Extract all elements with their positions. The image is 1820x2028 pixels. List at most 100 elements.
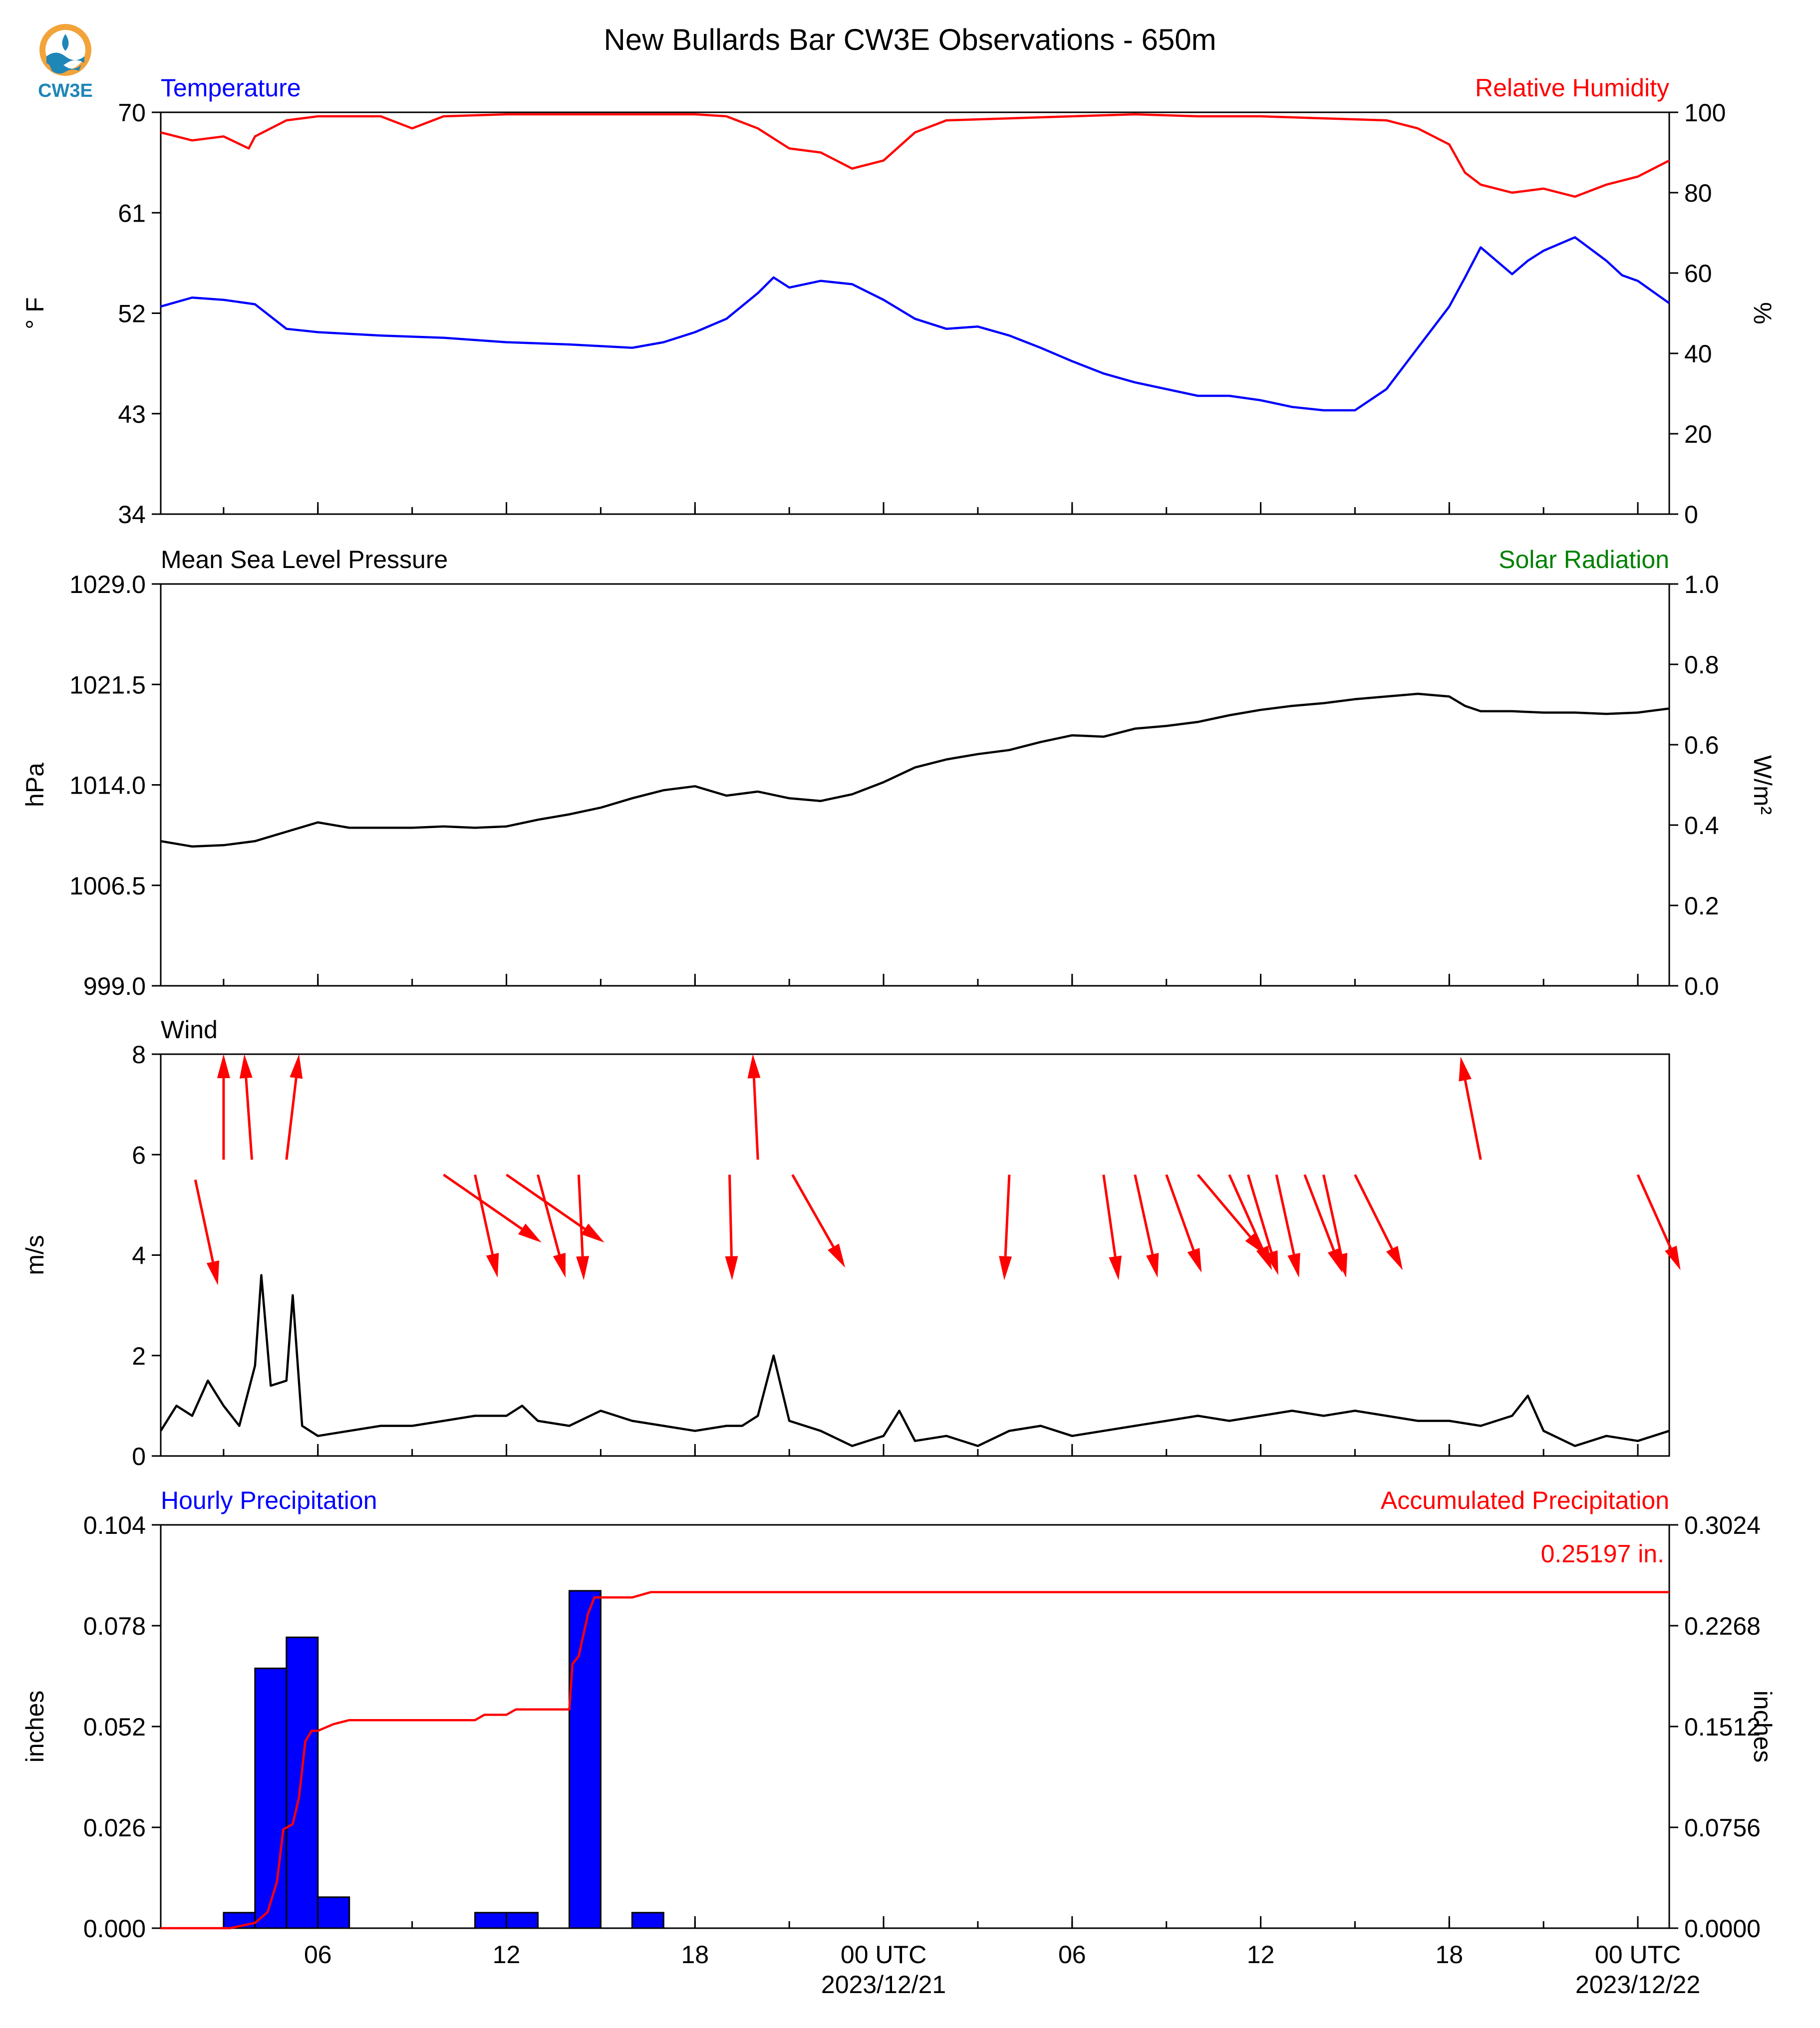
wind-arrow-head <box>1386 1245 1403 1270</box>
wind-arrow-shaft <box>1354 1174 1393 1249</box>
series-line-wind <box>160 1274 1670 1448</box>
wind-arrow-head <box>747 1054 761 1079</box>
wind-arrow-shaft <box>1636 1174 1672 1249</box>
wind-arrow-head <box>290 1054 303 1079</box>
y-tick-label-left: 0.104 <box>83 1511 146 1539</box>
wind-arrow-0 <box>194 1179 220 1285</box>
wind-arrow-9 <box>725 1174 738 1280</box>
wind-arrow-shaft <box>1246 1174 1273 1253</box>
wind-arrow-16 <box>1197 1173 1266 1255</box>
hourly-precip-bar-1 <box>254 1667 288 1929</box>
x-tick-label: 18 <box>1435 1941 1463 1969</box>
y-tick-label-left: 43 <box>118 400 146 428</box>
panel-frame-precip <box>160 1524 1670 1929</box>
wind-arrow-1 <box>217 1054 230 1160</box>
wind-arrow-3 <box>285 1054 303 1160</box>
wind-arrow-head <box>518 1223 542 1243</box>
panel-frame-pressure <box>160 583 1670 987</box>
panel-label-right: Solar Radiation <box>1499 546 1669 574</box>
y-tick-label-right: 0.2 <box>1684 892 1719 920</box>
wind-arrow-2 <box>239 1054 254 1160</box>
y-tick-label-right: 0.0 <box>1684 972 1719 1000</box>
hourly-precip-bar-5 <box>506 1912 539 1929</box>
wind-arrow-head <box>1334 1253 1348 1278</box>
x-tick-label: 12 <box>1247 1941 1275 1969</box>
series-line-temperature <box>160 236 1670 412</box>
x-tick-label: 06 <box>1058 1941 1086 1969</box>
wind-arrow-shaft <box>791 1174 835 1248</box>
y-tick-label-right: 0.0756 <box>1684 1814 1761 1842</box>
panel-label-left: Temperature <box>161 74 301 102</box>
y-tick-label-left: 70 <box>118 99 146 127</box>
series-line-mean-sea-level-pressure <box>160 692 1670 848</box>
y-tick-label-right: 40 <box>1684 340 1712 368</box>
wind-arrow-shaft <box>245 1078 254 1160</box>
wind-arrow-head <box>1109 1255 1122 1280</box>
y-tick-label-right: 80 <box>1684 179 1712 207</box>
wind-arrow-head <box>581 1223 605 1243</box>
x-tick-label: 00 UTC <box>841 1941 926 1969</box>
x-tick-label: 12 <box>493 1941 521 1969</box>
wind-arrow-shaft <box>1303 1174 1335 1251</box>
wind-arrow-15 <box>1165 1174 1202 1273</box>
cw3e-logo: CW3E <box>33 19 98 104</box>
wind-arrow-23 <box>1459 1057 1482 1160</box>
y-tick-label-right: 0.2268 <box>1684 1612 1761 1640</box>
panel-label-left: Hourly Precipitation <box>161 1486 377 1514</box>
y-tick-label-left: 61 <box>118 199 146 227</box>
x-tick-label: 18 <box>681 1941 709 1969</box>
y-tick-label-left: 0.026 <box>83 1814 146 1842</box>
wind-arrow-shaft <box>752 1078 759 1160</box>
wind-arrow-shaft <box>474 1174 494 1255</box>
wind-arrow-head <box>217 1054 230 1078</box>
wind-arrow-shaft <box>1197 1173 1251 1238</box>
y-tick-label-right: 20 <box>1684 420 1712 448</box>
wind-arrow-5 <box>474 1174 499 1278</box>
y-tick-label-right: 1.0 <box>1684 571 1719 598</box>
y-tick-label-right: 0.0000 <box>1684 1915 1761 1943</box>
wind-arrow-head <box>828 1243 846 1268</box>
y-tick-label-right: 0.1512 <box>1684 1713 1761 1741</box>
wind-arrow-14 <box>1134 1174 1159 1278</box>
y-tick-label-left: 34 <box>118 501 146 529</box>
wind-arrow-shaft <box>1102 1174 1117 1257</box>
panel-label-right: Accumulated Precipitation <box>1381 1486 1669 1514</box>
hourly-precip-bar-7 <box>631 1912 664 1929</box>
wind-arrow-20 <box>1303 1174 1343 1273</box>
y-tick-label-left: 1006.5 <box>69 872 146 900</box>
y-tick-label-left: 0.078 <box>83 1612 146 1640</box>
y-axis-title-left: ° F <box>21 297 49 329</box>
wind-arrow-head <box>1459 1057 1472 1082</box>
hourly-precip-bar-6 <box>568 1590 602 1929</box>
wind-arrow-shaft <box>194 1179 214 1262</box>
y-tick-label-left: 8 <box>132 1041 146 1069</box>
y-tick-label-left: 1014.0 <box>69 772 146 800</box>
y-axis-title-right: W/m² <box>1749 755 1777 815</box>
figure-title: New Bullards Bar CW3E Observations - 650… <box>604 23 1216 56</box>
wind-arrow-8 <box>576 1174 590 1280</box>
y-tick-label-left: 1029.0 <box>69 571 146 598</box>
y-tick-label-left: 4 <box>132 1242 146 1270</box>
x-date-label: 2023/12/22 <box>1575 1971 1700 1999</box>
y-tick-label-left: 2 <box>132 1342 146 1370</box>
wind-arrow-shaft <box>1165 1174 1195 1251</box>
hourly-precip-bar-3 <box>317 1896 350 1929</box>
wind-arrow-shaft <box>537 1174 561 1255</box>
y-tick-label-right: 0.8 <box>1684 651 1719 679</box>
wind-arrow-shaft <box>728 1174 733 1256</box>
wind-arrow-7 <box>537 1174 566 1278</box>
x-tick-label: 06 <box>304 1941 332 1969</box>
y-tick-label-right: 0 <box>1684 501 1698 529</box>
y-tick-label-left: 52 <box>118 300 146 328</box>
wind-arrow-17 <box>1228 1174 1272 1270</box>
y-axis-title-right: inches <box>1749 1691 1777 1763</box>
wind-arrow-head <box>1665 1245 1681 1270</box>
wind-arrow-shaft <box>1275 1174 1295 1255</box>
y-axis-title-right: % <box>1749 302 1777 324</box>
x-tick-label: 00 UTC <box>1595 1941 1681 1969</box>
panel-frame-wind <box>160 1053 1670 1457</box>
wind-arrow-shaft <box>1464 1080 1482 1160</box>
logo-text: CW3E <box>38 80 93 101</box>
y-axis-title-left: inches <box>21 1691 49 1763</box>
